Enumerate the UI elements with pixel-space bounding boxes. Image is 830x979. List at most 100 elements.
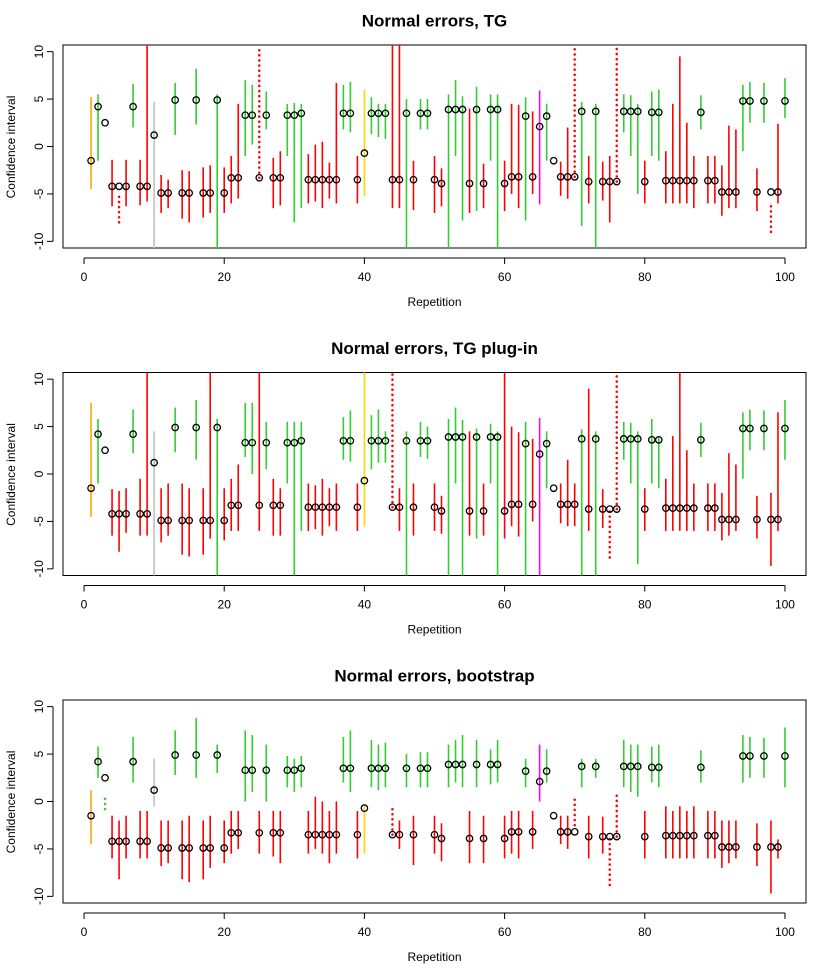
estimate-point xyxy=(584,505,593,513)
estimate-point xyxy=(535,122,544,131)
estimate-point xyxy=(94,430,102,439)
estimate-point xyxy=(164,189,172,197)
estimate-point xyxy=(185,189,194,197)
estimate-point xyxy=(774,515,782,524)
estimate-point xyxy=(297,109,306,118)
estimate-point xyxy=(213,751,222,759)
estimate-point xyxy=(276,173,285,182)
estimate-point xyxy=(521,767,530,775)
estimate-point xyxy=(493,105,502,114)
x-tick-label: 80 xyxy=(638,270,652,284)
x-axis-label: Repetition xyxy=(407,623,461,637)
estimate-point xyxy=(353,830,362,839)
x-tick-label: 40 xyxy=(358,270,372,284)
estimate-point xyxy=(612,177,621,186)
estimate-point xyxy=(535,450,544,458)
estimate-point xyxy=(640,505,649,513)
estimate-point xyxy=(192,96,201,104)
estimate-point xyxy=(500,179,509,188)
estimate-point xyxy=(192,751,201,759)
estimate-point xyxy=(500,834,509,843)
y-tick-label: 5 xyxy=(32,423,46,430)
estimate-point xyxy=(171,751,180,759)
estimate-point xyxy=(500,507,509,515)
y-tick-label: -10 xyxy=(32,232,46,250)
estimate-point xyxy=(437,834,446,843)
x-tick-label: 60 xyxy=(498,925,512,939)
x-tick-label: 100 xyxy=(775,270,795,284)
estimate-point xyxy=(472,433,481,441)
estimate-point xyxy=(129,757,137,766)
estimate-point xyxy=(430,175,439,184)
estimate-point xyxy=(423,109,432,118)
y-tick-label: -10 xyxy=(32,887,46,905)
estimate-point xyxy=(514,173,523,181)
estimate-point xyxy=(577,762,586,771)
estimate-point xyxy=(711,504,719,512)
estimate-point xyxy=(206,844,215,852)
estimate-point xyxy=(248,766,257,775)
y-axis-label: Confidence interval xyxy=(4,751,18,854)
estimate-point xyxy=(633,435,642,443)
estimate-point xyxy=(220,844,229,852)
y-tick-label: 5 xyxy=(32,750,46,757)
estimate-point xyxy=(409,175,418,184)
estimate-point xyxy=(94,757,102,766)
estimate-point xyxy=(171,96,180,104)
estimate-point xyxy=(549,484,558,493)
estimate-point xyxy=(746,424,754,433)
estimate-point xyxy=(360,149,369,157)
y-tick-label: 0 xyxy=(32,470,46,477)
plot-frame xyxy=(62,699,807,904)
estimate-point xyxy=(697,436,705,444)
estimate-point xyxy=(514,500,523,509)
estimate-point xyxy=(213,96,222,104)
estimate-point xyxy=(276,501,285,510)
estimate-point xyxy=(570,828,579,836)
plot-area xyxy=(87,45,789,248)
estimate-point xyxy=(689,831,698,840)
y-tick-label: -5 xyxy=(32,516,46,527)
estimate-point xyxy=(164,516,172,525)
estimate-point xyxy=(654,763,663,772)
estimate-point xyxy=(409,503,418,512)
estimate-point xyxy=(220,189,229,197)
estimate-point xyxy=(164,844,172,852)
y-tick-label: -5 xyxy=(32,843,46,854)
x-tick-label: 40 xyxy=(358,598,372,612)
estimate-point xyxy=(493,433,502,441)
estimate-point xyxy=(346,436,355,445)
estimate-point xyxy=(633,107,642,116)
estimate-point xyxy=(697,108,705,117)
estimate-point xyxy=(732,188,740,196)
estimate-point xyxy=(360,804,369,812)
estimate-point xyxy=(711,176,719,185)
estimate-point xyxy=(423,436,432,445)
estimate-point xyxy=(143,509,151,518)
estimate-point xyxy=(746,752,754,760)
estimate-point xyxy=(753,843,761,851)
estimate-point xyxy=(654,108,663,117)
estimate-point xyxy=(395,830,404,839)
estimate-point xyxy=(633,762,642,771)
x-axis-label: Repetition xyxy=(407,295,461,309)
estimate-point xyxy=(591,107,600,116)
estimate-point xyxy=(640,177,649,186)
estimate-point xyxy=(255,828,264,837)
estimate-point xyxy=(584,177,593,186)
panel: Normal errors, bootstrap Repetition Confid… xyxy=(4,666,807,964)
estimate-point xyxy=(640,832,649,841)
x-tick-label: 0 xyxy=(81,598,88,612)
estimate-point xyxy=(185,516,194,525)
estimate-point xyxy=(591,762,600,771)
x-tick-label: 0 xyxy=(81,270,88,284)
estimate-point xyxy=(493,760,502,769)
estimate-point xyxy=(234,828,243,837)
y-tick-label: -5 xyxy=(32,188,46,199)
plot-area xyxy=(87,718,789,894)
estimate-point xyxy=(549,811,558,820)
estimate-point xyxy=(402,436,411,445)
y-tick-label: 5 xyxy=(32,95,46,102)
estimate-point xyxy=(262,438,271,447)
